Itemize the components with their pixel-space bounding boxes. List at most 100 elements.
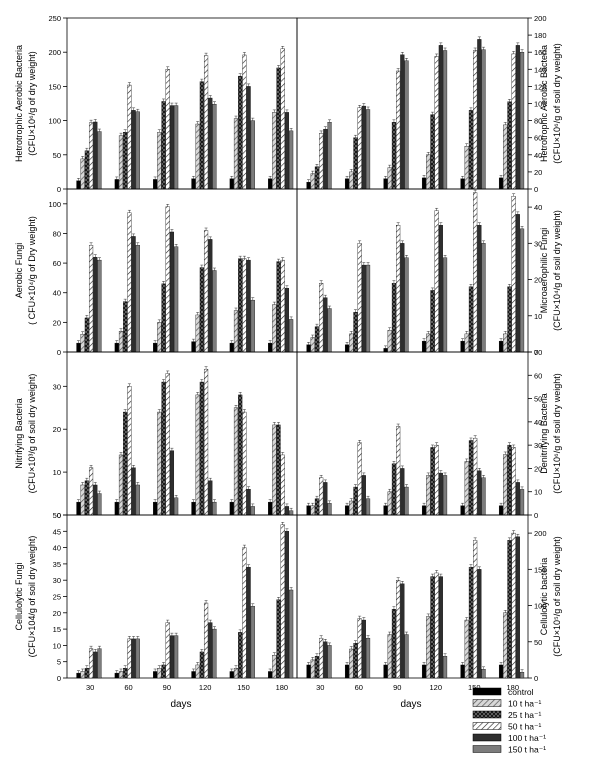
bar-150-day-120 <box>442 257 448 353</box>
bar-100-day-60 <box>361 619 366 679</box>
y-tick-label: 20 <box>53 425 61 434</box>
y-tick-label: 100 <box>534 602 547 611</box>
bar-25-day-150 <box>468 110 474 190</box>
bar-10-day-60 <box>349 500 354 516</box>
bar-50-day-150 <box>242 54 247 190</box>
bar-25-day-60 <box>353 311 358 353</box>
bar-50-day-180 <box>511 447 516 516</box>
bar-control-day-60 <box>344 505 350 516</box>
y-axis-title-line1: Cellulolytic bacteria <box>539 558 549 636</box>
y-tick-label: 10 <box>53 641 61 650</box>
bar-100-day-180 <box>515 536 520 679</box>
bar-50-day-120 <box>203 368 209 516</box>
legend-label: 50 t ha⁻¹ <box>508 722 541 732</box>
bar-10-day-30 <box>80 158 85 190</box>
y-tick-label: 20 <box>534 168 542 177</box>
bar-150-day-60 <box>135 245 140 353</box>
y-axis-title-line1: Nitrifying Bacteria <box>14 398 24 469</box>
y-axis-title-line2: (CFU×10³/g of soil dry weight) <box>27 374 37 494</box>
y-tick-label: 250 <box>48 14 61 23</box>
bar-25-day-30 <box>84 150 89 190</box>
legend-label: 25 t ha⁻¹ <box>508 710 541 720</box>
bar-50-day-30 <box>319 283 324 353</box>
x-tick-label: 150 <box>468 683 481 692</box>
bar-150-day-90 <box>174 635 179 679</box>
y-tick-label: 0 <box>57 348 61 357</box>
bar-150-day-30 <box>97 493 102 516</box>
bar-100-day-90 <box>169 635 175 679</box>
panel-frame <box>296 514 529 679</box>
bar-10-day-60 <box>118 671 124 679</box>
bar-10-day-150 <box>464 619 469 679</box>
bar-50-day-60 <box>357 618 362 679</box>
bar-control-day-60 <box>344 178 350 190</box>
bar-100-day-90 <box>400 468 405 516</box>
bar-100-day-60 <box>361 475 366 516</box>
bar-150-day-30 <box>97 648 102 679</box>
x-tick-label: 120 <box>199 683 212 692</box>
bar-100-day-120 <box>208 622 213 679</box>
bar-25-day-60 <box>123 301 128 353</box>
bar-25-day-180 <box>276 599 281 679</box>
bar-control-day-30 <box>76 501 81 516</box>
legend-swatch <box>472 687 502 696</box>
y-tick-label: 150 <box>48 82 61 91</box>
bar-25-day-60 <box>353 643 358 679</box>
bar-10-day-120 <box>195 664 200 679</box>
bar-50-day-180 <box>511 196 516 353</box>
bar-control-day-150 <box>460 505 465 516</box>
y-tick-label: 30 <box>534 441 542 450</box>
bar-25-day-120 <box>199 81 204 190</box>
bar-10-day-180 <box>503 333 508 353</box>
y-tick-label: 100 <box>48 200 61 209</box>
bar-control-day-150 <box>229 342 234 353</box>
bar-control-day-120 <box>191 501 196 516</box>
bar-50-day-60 <box>127 84 132 190</box>
bar-25-day-30 <box>84 668 89 679</box>
y-tick-label: 200 <box>48 48 61 57</box>
bar-100-day-150 <box>246 86 251 190</box>
legend-label: 100 t ha⁻¹ <box>508 733 546 743</box>
bar-50-day-30 <box>319 133 324 190</box>
x-tick-label: 30 <box>316 683 324 692</box>
bar-100-day-90 <box>169 231 175 353</box>
bar-50-day-150 <box>242 547 247 679</box>
bar-25-day-150 <box>468 566 474 679</box>
bar-150-day-180 <box>289 589 294 679</box>
y-axis-title-line2: (CFU×104/g of soil dry weight) <box>27 536 37 658</box>
y-tick-label: 40 <box>534 418 542 427</box>
bar-25-day-60 <box>123 411 128 516</box>
bar-50-day-90 <box>396 70 401 190</box>
bar-100-day-120 <box>438 45 443 190</box>
y-tick-label: 50 <box>534 638 542 647</box>
bar-control-day-90 <box>153 179 158 190</box>
bar-150-day-60 <box>365 498 371 516</box>
bar-50-day-180 <box>280 524 285 679</box>
bar-50-day-180 <box>280 259 285 353</box>
bar-10-day-180 <box>272 655 277 679</box>
y-tick-label: 160 <box>534 48 547 57</box>
bar-25-day-180 <box>276 67 281 190</box>
bar-control-day-180 <box>268 342 273 353</box>
x-tick-label: 60 <box>355 683 363 692</box>
bar-control-day-30 <box>306 344 311 353</box>
bar-25-day-180 <box>276 261 281 353</box>
y-tick-label: 200 <box>534 14 547 23</box>
y-axis-title-line2: ( CFU×10⁴/g of Dry weight) <box>27 216 37 325</box>
bar-control-day-120 <box>421 664 427 679</box>
bar-control-day-30 <box>76 180 81 190</box>
bar-100-day-60 <box>131 236 136 353</box>
bar-control-day-30 <box>76 342 81 353</box>
legend-label: 10 t ha⁻¹ <box>508 699 541 709</box>
bar-25-day-150 <box>468 440 474 516</box>
bar-25-day-60 <box>123 132 128 190</box>
bar-100-day-120 <box>438 225 443 353</box>
bar-150-day-90 <box>404 60 409 190</box>
y-tick-label: 10 <box>534 488 542 497</box>
y-tick-label: 70 <box>534 348 542 357</box>
bar-50-day-90 <box>165 206 170 353</box>
y-tick-label: 0 <box>534 348 538 357</box>
bar-25-day-30 <box>314 656 320 679</box>
y-tick-label: 100 <box>534 100 547 109</box>
bar-50-day-120 <box>203 602 209 679</box>
